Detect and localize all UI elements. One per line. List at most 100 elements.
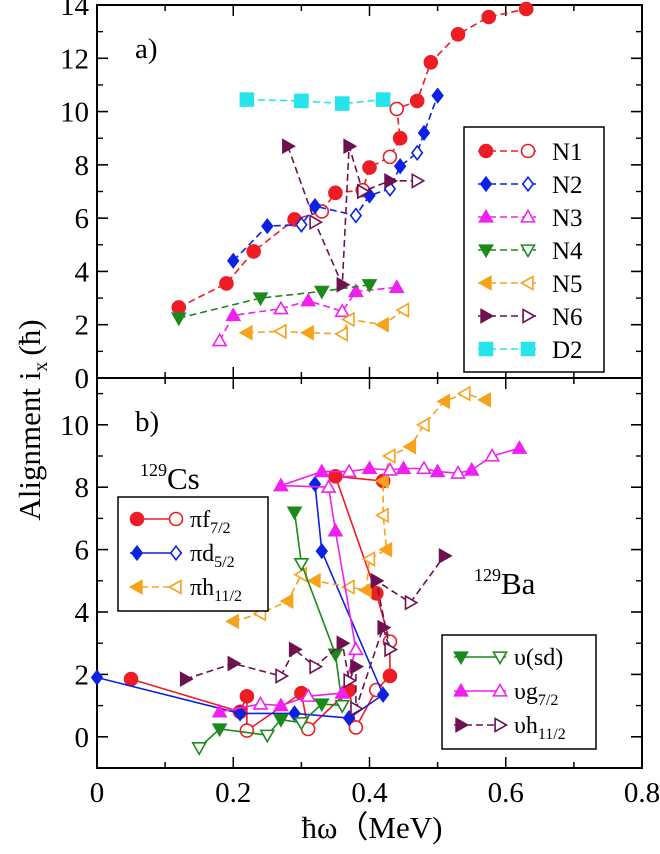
legend-entry-N5: N5 xyxy=(477,271,583,298)
legend-entry-pi_f72: πf7/2 xyxy=(129,507,231,537)
data-point xyxy=(362,160,377,175)
series-line xyxy=(232,95,439,262)
legend-label: N5 xyxy=(552,271,583,298)
data-point xyxy=(518,1,534,17)
data-point xyxy=(233,705,247,722)
data-point xyxy=(343,138,358,155)
data-point xyxy=(273,300,289,315)
legend-label: πf7/2 xyxy=(190,507,231,537)
data-point xyxy=(334,699,351,714)
legend-entry-N1: N1 xyxy=(478,139,583,166)
data-point xyxy=(259,729,276,744)
data-point xyxy=(450,465,466,479)
legend-marker-open xyxy=(520,208,536,223)
legend-marker-filled xyxy=(480,308,495,324)
data-point xyxy=(211,703,228,718)
data-point xyxy=(252,292,269,307)
data-point xyxy=(392,130,408,146)
legend-marker-filled xyxy=(478,341,494,357)
legend-marker-open xyxy=(492,651,508,666)
legend-marker-open xyxy=(169,544,183,562)
data-point xyxy=(450,27,466,42)
legend-label: πd5/2 xyxy=(190,541,235,571)
data-point xyxy=(463,461,480,476)
data-point xyxy=(300,324,314,341)
data-point xyxy=(334,685,351,699)
series-nu_sd xyxy=(191,506,351,756)
data-point xyxy=(227,655,242,672)
data-point xyxy=(342,709,356,727)
y-tick-label: 10 xyxy=(60,97,89,129)
data-point xyxy=(431,87,444,104)
legend-label: D2 xyxy=(552,337,583,364)
data-point xyxy=(211,332,228,347)
nucleus-label-Ba: 129Ba xyxy=(474,565,536,601)
legend-marker-filled xyxy=(130,544,144,562)
data-point xyxy=(409,93,425,109)
data-point xyxy=(336,635,351,652)
nucleus-label-Cs: 129Cs xyxy=(140,460,200,496)
data-point xyxy=(225,613,239,630)
series-nu_h112 xyxy=(179,547,453,717)
data-point xyxy=(484,447,501,462)
data-point xyxy=(219,276,234,291)
y-axis-label-sub: x xyxy=(30,362,52,372)
data-point xyxy=(378,541,393,558)
y-tick-label: 2 xyxy=(75,310,90,342)
series-pi_h112 xyxy=(225,385,491,630)
legend-marker-filled xyxy=(478,143,494,159)
y-tick-label: 6 xyxy=(75,203,90,235)
x-tick-label: 0.4 xyxy=(351,777,388,809)
data-point xyxy=(436,393,451,410)
data-point xyxy=(336,276,351,293)
legend-marker-open xyxy=(167,579,182,595)
data-point xyxy=(350,700,364,717)
legend-marker-filled xyxy=(128,579,143,595)
data-point xyxy=(273,713,289,728)
data-point xyxy=(340,311,355,328)
data-point xyxy=(384,641,399,658)
panel-a-label: a) xyxy=(135,33,158,65)
data-point xyxy=(341,463,357,478)
legend-b-bottom-right xyxy=(441,634,597,750)
data-point xyxy=(327,648,344,663)
x-tick-label: 0 xyxy=(90,777,105,809)
legend-label: N1 xyxy=(552,139,583,166)
data-point xyxy=(429,463,446,478)
data-point xyxy=(306,572,321,589)
legend-marker-filled xyxy=(477,275,492,291)
data-point xyxy=(376,686,390,703)
series-line xyxy=(178,284,370,319)
data-point xyxy=(384,172,399,189)
data-point xyxy=(261,217,274,235)
data-point xyxy=(350,658,364,675)
data-point xyxy=(438,547,453,564)
legend-entry-nu_sd: υ(sd) xyxy=(453,645,563,671)
data-point xyxy=(273,697,289,712)
y-tick-label: 12 xyxy=(60,43,89,75)
data-point xyxy=(382,461,398,476)
legend-marker-filled xyxy=(479,175,493,193)
series-line xyxy=(233,392,486,623)
data-point xyxy=(361,460,378,475)
data-point xyxy=(388,279,405,294)
legend-marker-filled xyxy=(129,511,145,527)
data-point xyxy=(361,279,378,293)
legend-entry-pi_h112: πh11/2 xyxy=(128,575,242,605)
legend-label: N4 xyxy=(552,238,583,265)
data-point xyxy=(308,475,322,493)
series-N4 xyxy=(170,279,378,327)
data-point xyxy=(393,158,407,175)
data-point xyxy=(239,92,255,107)
y-tick-label: 0 xyxy=(75,722,90,754)
legend-marker-filled xyxy=(453,651,469,666)
data-point xyxy=(300,688,317,702)
data-point xyxy=(348,720,364,735)
legend-marker-filled xyxy=(478,244,494,259)
data-point xyxy=(417,124,431,142)
panel-b-label: b) xyxy=(135,406,159,438)
panel-b: 0 2 4 6 8 10 0 0.2 0.4 0.6 0.8 b) πf7/2 πd5/2 πh11/2 υ(… xyxy=(60,377,660,809)
series-pi_d52 xyxy=(90,475,390,727)
axis-labels: Alignment ix (ħ) ħω（MeV) xyxy=(12,319,442,845)
y-tick-label: 14 xyxy=(60,0,90,22)
